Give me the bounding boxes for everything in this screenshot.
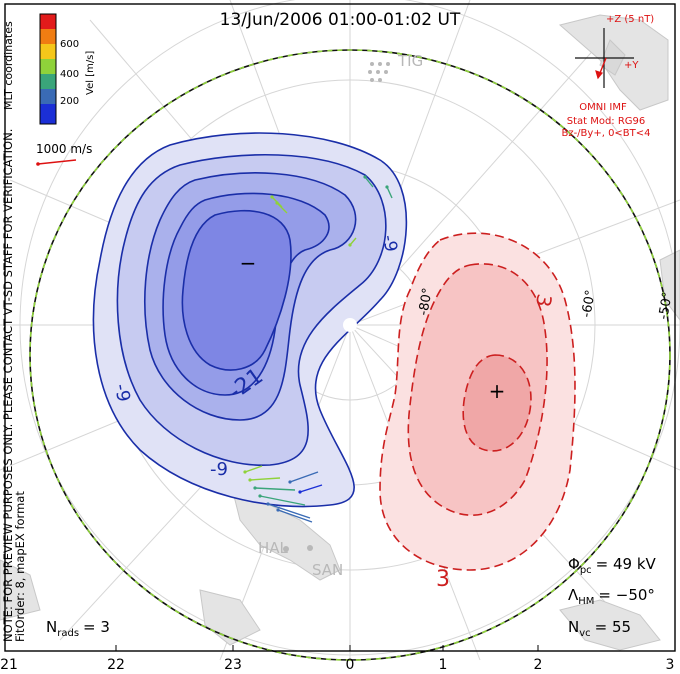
stat-model-line1: Stat Mod: RG96	[567, 116, 646, 127]
pos-contour-3	[462, 354, 532, 452]
station-label: SAN	[312, 561, 343, 579]
stat-model-line2: Bz-/By+, 0<BT<4	[561, 128, 650, 139]
mlt-tick-label: 3	[666, 657, 675, 673]
colorbar-tick: 400	[60, 69, 79, 80]
pole-marker	[343, 318, 357, 332]
contour-label: 3	[531, 292, 557, 309]
coords-label: MLT coordinates	[2, 21, 15, 110]
neg-contour-5	[181, 209, 292, 371]
radar-count: Nrads = 3	[46, 618, 110, 639]
mlt-tick-label: 22	[107, 657, 125, 673]
imf-dial	[575, 28, 634, 88]
fit-order-note: FitOrder: 8, mapEX format	[13, 491, 27, 642]
contour-label: 3	[436, 567, 450, 592]
vector-scale-bar	[37, 159, 77, 165]
cross-polar-potential: Φpc = 49 kV	[568, 555, 657, 576]
map-title: 13/Jun/2006 01:00-01:02 UT	[220, 10, 461, 30]
mlt-tick-label: 2	[534, 657, 543, 673]
imf-y-label: +Y	[624, 60, 639, 71]
hm-boundary-latitude: ΛHM = −50°	[568, 586, 655, 607]
continent-outlines	[0, 14, 680, 651]
velocity-colorbar	[39, 13, 57, 125]
mlt-ticks	[4, 645, 676, 651]
vector-count: Nvc = 55	[568, 618, 631, 639]
mlt-tick-label: 23	[224, 657, 242, 673]
negative-potential-cell	[92, 132, 408, 508]
colorbar-tick: 200	[60, 96, 79, 107]
station-dots	[283, 62, 390, 552]
colorbar-label: Vel [m/s]	[85, 51, 96, 95]
velocity-vectors	[243, 175, 393, 523]
latitude-label: -50°	[656, 291, 676, 321]
vector-scale-dot	[36, 162, 40, 166]
potential-min-marker: −	[240, 251, 257, 275]
mlt-tick-label: 1	[439, 657, 448, 673]
contour-label: -9	[110, 382, 134, 403]
mlt-tick-label: 0	[346, 657, 355, 673]
hm-boundary-dash	[29, 49, 671, 661]
potential-max-marker: +	[489, 379, 506, 403]
colorbar-tick: 600	[60, 39, 79, 50]
imf-source: OMNI IMF	[579, 102, 627, 113]
vector-scale-label: 1000 m/s	[36, 142, 92, 156]
plot-frame	[4, 3, 676, 652]
station-label: TIG	[397, 52, 423, 70]
contour-label: -9	[210, 459, 228, 480]
imf-z-label: +Z (5 nT)	[606, 14, 654, 25]
mlt-tick-label: 21	[0, 657, 18, 673]
station-label: HAL	[258, 539, 289, 557]
latitude-label: -60°	[579, 289, 599, 319]
contour-label: -9	[378, 233, 401, 253]
positive-potential-cell	[379, 232, 576, 571]
latitude-label: -80°	[416, 287, 436, 317]
